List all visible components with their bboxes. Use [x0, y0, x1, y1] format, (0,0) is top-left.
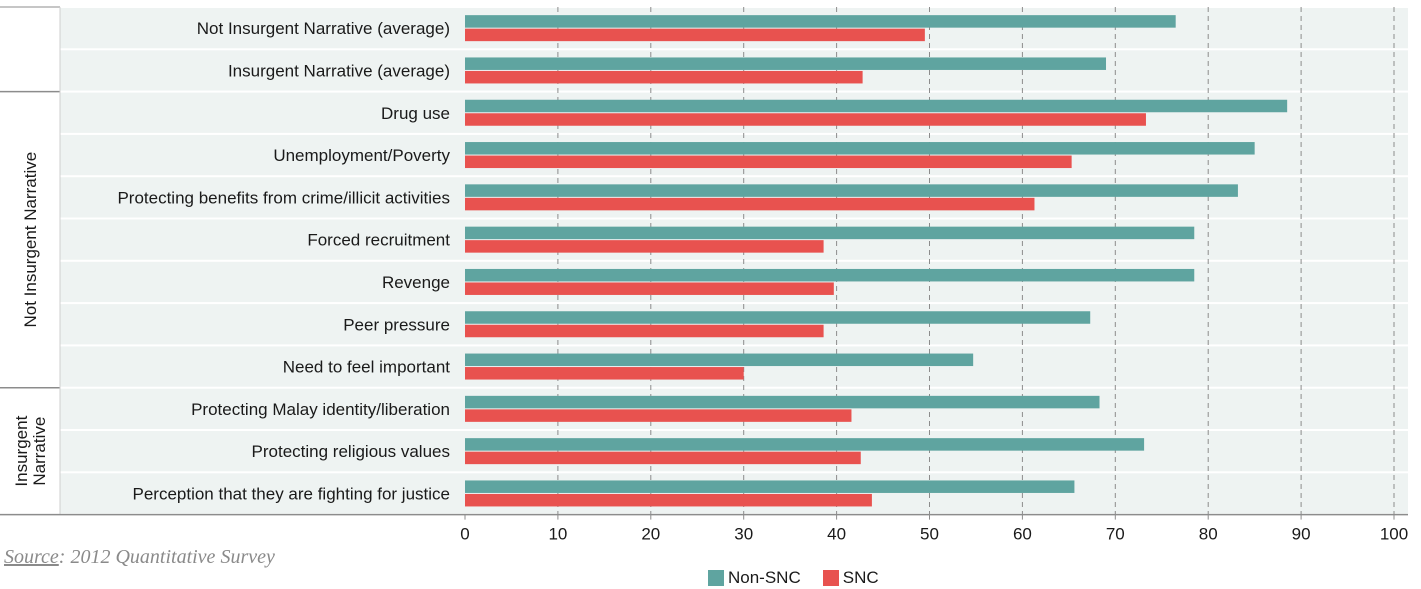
- x-tick-label: 100: [1380, 525, 1408, 544]
- row-background: [60, 8, 1408, 49]
- bar-non-snc: [465, 353, 974, 367]
- x-tick-label: 0: [460, 525, 469, 544]
- category-label: Protecting religious values: [252, 442, 450, 461]
- legend-label: SNC: [842, 568, 879, 587]
- row-background: [60, 261, 1408, 303]
- x-tick-label: 20: [641, 525, 660, 544]
- bar-non-snc: [465, 480, 1075, 493]
- row-background: [60, 219, 1408, 260]
- bar-non-snc: [465, 226, 1195, 240]
- legend-item: Non-SNC: [708, 568, 801, 588]
- category-label: Not Insurgent Narrative (average): [197, 19, 450, 38]
- group-label: Narrative: [30, 417, 49, 486]
- row-background: [60, 134, 1408, 176]
- row-background: [60, 92, 1408, 133]
- category-label: Revenge: [382, 273, 450, 292]
- x-tick-label: 30: [734, 525, 753, 544]
- category-label: Insurgent Narrative (average): [228, 61, 450, 80]
- bar-snc: [465, 113, 1146, 126]
- bar-snc: [465, 324, 824, 338]
- category-label: Peer pressure: [343, 315, 450, 334]
- row-background: [60, 388, 1408, 429]
- category-label: Protecting Malay identity/liberation: [191, 400, 450, 419]
- x-tick-label: 90: [1292, 525, 1311, 544]
- category-label: Unemployment/Poverty: [273, 146, 450, 165]
- bar-snc: [465, 70, 863, 84]
- bar-non-snc: [465, 99, 1288, 113]
- bar-non-snc: [465, 142, 1255, 155]
- category-label: Forced recruitment: [307, 231, 450, 250]
- chart-legend: Non-SNC SNC: [708, 568, 901, 588]
- x-tick-label: 40: [827, 525, 846, 544]
- category-label: Perception that they are fighting for ju…: [132, 484, 450, 503]
- row-background: [60, 177, 1408, 218]
- bar-non-snc: [465, 395, 1100, 409]
- row-background: [60, 50, 1408, 91]
- bar-snc: [465, 367, 744, 380]
- source-note: Source: 2012 Quantitative Survey: [4, 546, 275, 569]
- group-label: Insurgent: [12, 415, 31, 486]
- bar-snc: [465, 197, 1035, 211]
- bar-snc: [465, 451, 861, 465]
- x-tick-label: 50: [920, 525, 939, 544]
- x-tick-label: 10: [548, 525, 567, 544]
- category-label: Need to feel important: [283, 358, 451, 377]
- legend-swatch: [708, 570, 724, 586]
- row-background: [60, 304, 1408, 345]
- bar-non-snc: [465, 311, 1091, 324]
- bar-non-snc: [465, 268, 1195, 282]
- bar-snc: [465, 282, 834, 295]
- source-text: : 2012 Quantitative Survey: [58, 546, 275, 568]
- bar-non-snc: [465, 15, 1176, 28]
- bar-snc: [465, 240, 824, 253]
- bar-snc: [465, 155, 1072, 169]
- bar-snc: [465, 409, 852, 422]
- bar-non-snc: [465, 57, 1107, 70]
- source-label: Source: [4, 546, 59, 568]
- row-background: [60, 473, 1408, 514]
- legend-item: SNC: [822, 568, 879, 588]
- row-background: [60, 431, 1408, 472]
- bar-snc: [465, 493, 872, 507]
- row-background: [60, 346, 1408, 387]
- legend-label: Non-SNC: [728, 568, 801, 587]
- bar-non-snc: [465, 438, 1145, 451]
- bar-non-snc: [465, 184, 1238, 197]
- x-tick-label: 70: [1106, 525, 1125, 544]
- group-label: Not Insurgent Narrative: [21, 152, 40, 328]
- category-label: Protecting benefits from crime/illicit a…: [117, 188, 450, 207]
- legend-swatch: [822, 570, 839, 586]
- x-tick-label: 60: [1013, 525, 1032, 544]
- bar-snc: [465, 28, 925, 42]
- category-label: Drug use: [381, 104, 450, 123]
- x-tick-label: 80: [1199, 525, 1218, 544]
